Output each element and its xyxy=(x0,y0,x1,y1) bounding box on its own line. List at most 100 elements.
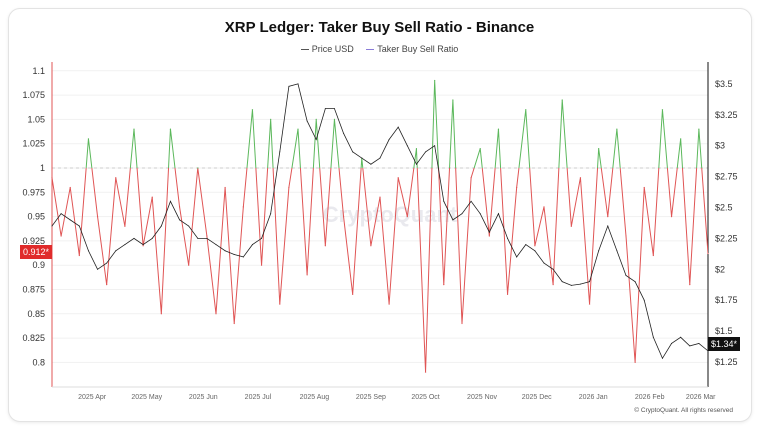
y-left-tick-label: 1 xyxy=(40,163,45,173)
ratio-point xyxy=(452,99,454,101)
price-point xyxy=(160,225,162,227)
price-point xyxy=(297,83,299,85)
x-tick-label: 2026 Mar xyxy=(686,394,716,401)
price-point xyxy=(443,200,445,202)
price-point xyxy=(598,250,600,252)
ratio-point xyxy=(96,216,99,218)
price-point xyxy=(579,283,581,285)
price-point xyxy=(361,157,363,159)
x-tick-label: 2025 Nov xyxy=(467,394,497,401)
price-point xyxy=(488,231,490,233)
y-left-tick-label: 0.875 xyxy=(22,285,45,295)
ratio-point xyxy=(434,79,436,82)
price-point xyxy=(552,268,554,270)
price-point xyxy=(169,200,171,202)
price-point xyxy=(60,213,62,215)
ratio-point xyxy=(497,128,500,130)
price-point xyxy=(397,126,399,128)
ratio-point xyxy=(461,322,463,325)
y-right-tick-label: $2.5 xyxy=(715,203,733,213)
legend-item-price[interactable]: Price USD xyxy=(300,44,354,54)
legend-label-price: Price USD xyxy=(311,44,354,54)
y-left-tick-label: 0.9 xyxy=(32,260,45,270)
y-left-tick-label: 0.8 xyxy=(32,357,45,367)
ratio-point xyxy=(652,254,654,257)
ratio-point xyxy=(406,216,408,218)
price-point xyxy=(233,253,235,255)
y-left-tick-label: 0.825 xyxy=(22,333,45,343)
price-point xyxy=(634,281,636,283)
price-point xyxy=(616,250,618,252)
y-left-tick-label: 1.1 xyxy=(32,66,45,76)
price-point xyxy=(251,244,253,246)
price-point xyxy=(561,281,563,283)
ratio-point xyxy=(306,274,308,276)
ratio-point xyxy=(379,196,381,198)
y-left-tick-label: 0.85 xyxy=(27,309,45,319)
price-point xyxy=(406,145,408,147)
price-point xyxy=(151,237,153,239)
ratio-point xyxy=(279,303,281,305)
ratio-point xyxy=(616,128,618,130)
price-point xyxy=(661,357,663,359)
y-right-tick-label: $1.75 xyxy=(715,295,738,305)
price-point xyxy=(288,85,290,87)
ratio-point xyxy=(552,284,554,286)
price-point xyxy=(69,219,71,221)
ratio-point xyxy=(342,216,345,218)
ratio-point xyxy=(160,313,162,315)
price-point xyxy=(242,256,244,258)
ratio-point xyxy=(169,128,172,130)
ratio-point xyxy=(142,245,144,247)
x-tick-label: 2025 Dec xyxy=(522,394,552,401)
ratio-point xyxy=(106,284,108,286)
price-point xyxy=(115,250,117,252)
y-right-tick-label: $3 xyxy=(715,141,725,151)
price-point xyxy=(543,262,545,264)
x-tick-label: 2025 Aug xyxy=(300,394,330,401)
ratio-point xyxy=(352,293,354,295)
ratio-point xyxy=(270,118,272,120)
ratio-point xyxy=(470,177,472,179)
chart-card xyxy=(8,8,752,422)
price-point xyxy=(224,250,226,252)
ratio-point xyxy=(297,128,299,130)
price-point xyxy=(643,299,645,301)
x-tick-label: 2025 May xyxy=(131,394,162,401)
ratio-point xyxy=(251,109,254,111)
x-tick-label: 2026 Jan xyxy=(579,394,608,401)
ratio-point xyxy=(197,167,199,169)
y-right-tick-label: $1.5 xyxy=(715,326,733,336)
y-left-tick-label: 1.025 xyxy=(22,139,45,149)
ratio-point xyxy=(588,303,591,305)
ratio-point xyxy=(661,109,664,111)
ratio-point xyxy=(443,284,445,286)
y-right-tick-label: $2.25 xyxy=(715,233,738,243)
ratio-point xyxy=(643,186,645,189)
x-tick-label: 2026 Feb xyxy=(635,394,665,401)
price-point xyxy=(625,274,627,276)
ratio-point xyxy=(60,235,62,237)
ratio-point xyxy=(324,245,326,247)
y-right-tick-label: $2.75 xyxy=(715,172,738,182)
legend-swatch-price xyxy=(300,49,309,51)
price-point xyxy=(370,163,372,165)
price-point xyxy=(470,200,472,202)
ratio-point xyxy=(634,361,636,363)
price-point xyxy=(270,213,272,215)
x-tick-label: 2025 Jul xyxy=(245,394,272,401)
price-point xyxy=(106,262,108,264)
price-point xyxy=(415,163,417,165)
y-left-tick-label: 1.075 xyxy=(22,90,45,100)
x-tick-label: 2025 Jun xyxy=(189,394,218,401)
price-point xyxy=(352,151,354,153)
ratio-point xyxy=(506,293,509,295)
price-point xyxy=(215,244,217,246)
ratio-point xyxy=(534,245,536,247)
legend-item-ratio[interactable]: Taker Buy Sell Ratio xyxy=(366,44,458,54)
price-point xyxy=(452,219,454,221)
legend: Price USD Taker Buy Sell Ratio xyxy=(0,44,759,54)
y-left-tick-label: 0.95 xyxy=(27,212,45,222)
ratio-point xyxy=(488,235,490,237)
